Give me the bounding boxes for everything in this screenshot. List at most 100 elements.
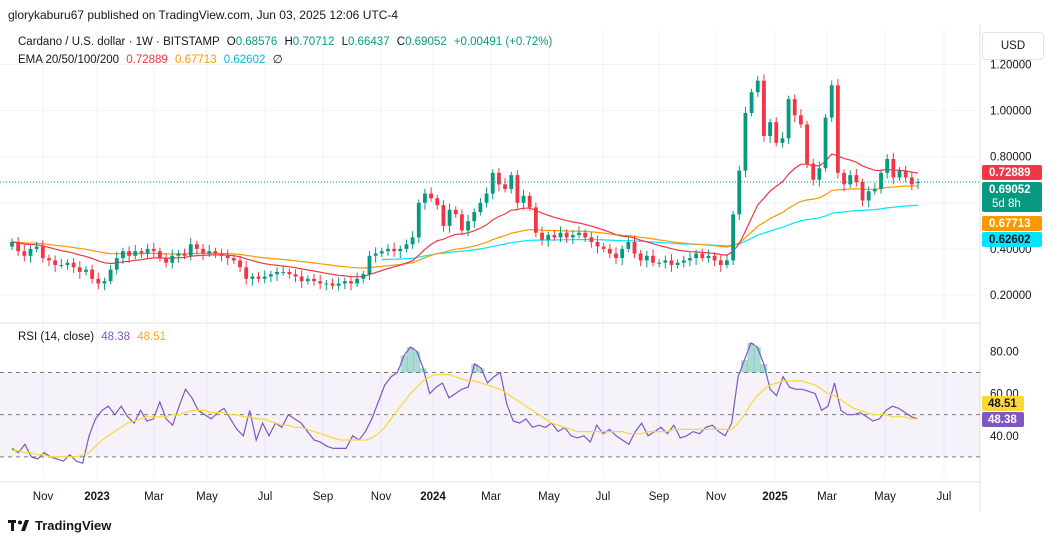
candle-body — [114, 258, 119, 270]
candle-body — [916, 182, 920, 184]
price-tick-label: 0.20000 — [990, 290, 1032, 302]
rsi-ma-line — [12, 374, 918, 458]
time-tick-label: Mar — [481, 491, 501, 503]
ema200-value: ∅ — [272, 54, 283, 66]
time-tick-label: May — [538, 491, 560, 503]
candle-body — [848, 175, 853, 185]
candle-body — [798, 115, 803, 125]
candle-body — [546, 235, 551, 240]
candle-body — [909, 177, 914, 185]
tradingview-icon — [8, 519, 29, 531]
candle-body — [386, 248, 390, 252]
candle-body — [466, 221, 470, 231]
candle-body — [854, 175, 859, 183]
candle-body — [250, 276, 255, 279]
change-value: +0.00491 (+0.72%) — [453, 36, 553, 48]
candle-body — [607, 248, 612, 254]
candle-body — [392, 248, 397, 252]
candle-body — [706, 255, 711, 259]
candle-body — [694, 253, 699, 259]
candle-body — [472, 212, 477, 222]
candle-body — [429, 193, 434, 199]
candle-body — [657, 262, 662, 264]
candle-body — [552, 235, 557, 238]
candle-body — [811, 163, 816, 180]
price-tick-label: 1.20000 — [990, 60, 1032, 72]
candle-body — [330, 283, 335, 286]
rsi-tag — [982, 396, 1024, 411]
candle-body — [780, 138, 785, 143]
candle-body — [47, 258, 51, 261]
candle-body — [244, 267, 249, 279]
candle-body — [768, 122, 772, 136]
candle-body — [379, 251, 384, 254]
rsi-line — [11, 341, 919, 464]
close-label: C — [396, 36, 406, 48]
candle-body — [219, 253, 224, 256]
candle-body — [533, 207, 538, 233]
candle-body — [817, 168, 822, 180]
price-tag-label: 0.72889 — [989, 167, 1031, 179]
candle-body — [638, 253, 643, 261]
candle-body — [40, 246, 45, 259]
candle-body — [410, 237, 415, 245]
open-value: 0.68576 — [235, 36, 278, 48]
candle-body — [108, 269, 113, 282]
time-tick-label: Mar — [144, 491, 164, 503]
candle-body — [416, 202, 421, 238]
rsi-ma-value: 48.51 — [137, 331, 167, 343]
time-tick-label: Sep — [649, 491, 669, 503]
rsi-legend: RSI (14, close) 48.38 48.51 — [18, 331, 166, 343]
candle-body — [725, 260, 729, 266]
candle-body — [762, 80, 766, 136]
candle-body — [213, 251, 218, 254]
candle-body — [176, 253, 181, 256]
candle-body — [423, 193, 427, 203]
ema100-value: 0.62602 — [223, 54, 266, 66]
candle-body — [460, 214, 464, 231]
branding-text: TradingView — [35, 518, 112, 533]
ema-label[interactable]: EMA 20/50/100/200 — [18, 54, 120, 66]
rsi-value: 48.38 — [101, 331, 131, 343]
candle-body — [681, 260, 686, 263]
candle-body — [595, 241, 600, 247]
candle-body — [238, 260, 242, 268]
candle-body — [318, 281, 323, 284]
candle-body — [324, 283, 329, 285]
rsi-label[interactable]: RSI (14, close) — [18, 331, 95, 343]
price-tag — [982, 216, 1042, 231]
candle-body — [805, 124, 809, 164]
candle-body — [349, 281, 353, 284]
time-tick-label: Nov — [33, 491, 54, 503]
tradingview-logo[interactable]: TradingView — [8, 518, 111, 533]
candle-body — [194, 244, 199, 249]
candle-body — [361, 274, 366, 279]
candle-body — [34, 246, 39, 249]
candle-body — [903, 170, 908, 178]
symbol-title[interactable]: Cardano / U.S. dollar · 1W · BITSTAMP — [18, 36, 220, 48]
rsi-tick-label: 40.00 — [990, 431, 1019, 443]
time-tick-label: Nov — [706, 491, 727, 503]
low-label: L — [341, 36, 348, 48]
candle-body — [133, 251, 138, 256]
candle-body — [336, 283, 341, 286]
currency-button[interactable]: USD — [982, 32, 1044, 60]
candle-body — [792, 99, 797, 116]
ema20-value: 0.72889 — [126, 54, 168, 66]
candle-body — [503, 184, 507, 189]
candle-body — [84, 269, 88, 272]
candle-body — [22, 251, 27, 256]
candle-body — [835, 85, 840, 173]
price-tag-countdown: 5d 8h — [992, 198, 1021, 210]
candle-body — [632, 241, 637, 254]
candle-body — [558, 232, 563, 238]
candle-body — [447, 209, 452, 226]
time-tick-label: May — [196, 491, 218, 503]
candle-body — [749, 92, 754, 113]
candle-body — [496, 172, 501, 185]
candle-body — [644, 255, 649, 261]
candle-body — [743, 112, 748, 171]
candle-body — [367, 255, 372, 275]
candle-body — [435, 198, 440, 206]
